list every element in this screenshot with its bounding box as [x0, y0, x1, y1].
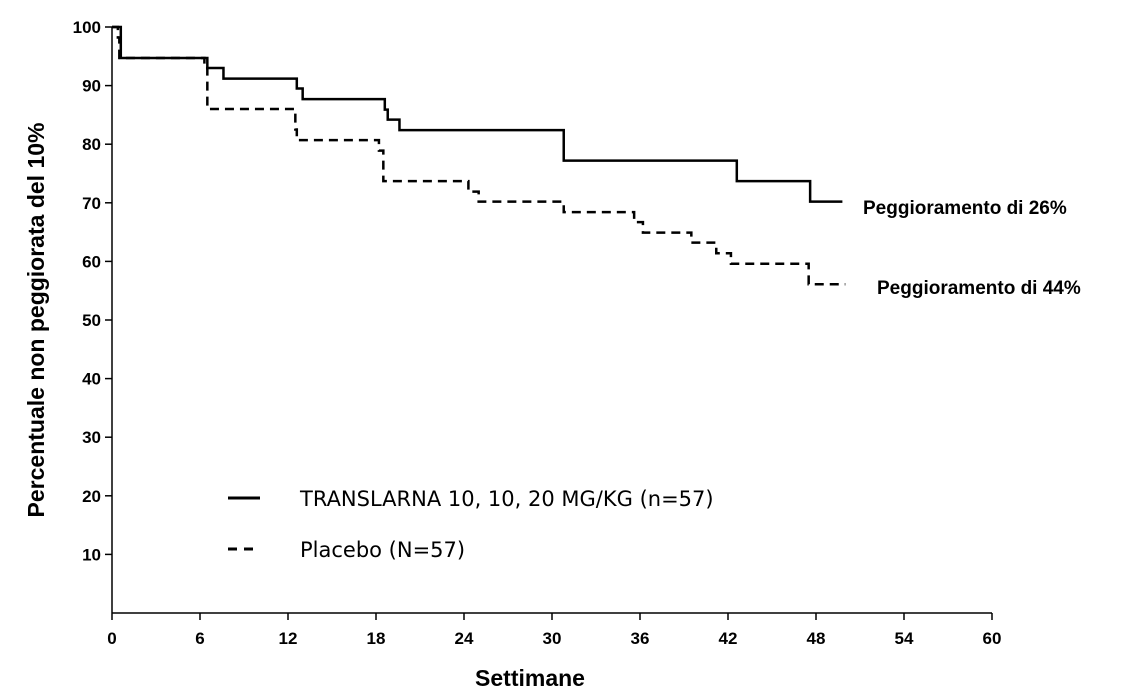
x-tick-label: 30: [543, 629, 562, 648]
legend-item-placebo: Placebo (N=57): [228, 538, 465, 562]
x-tick-label: 60: [983, 629, 1002, 648]
x-axis: 0 6 12 18 24 30 36 42 48 54 60: [107, 612, 1001, 648]
y-tick-label: 40: [82, 370, 101, 389]
x-tick-label: 0: [107, 629, 116, 648]
y-tick-label: 30: [82, 428, 101, 447]
y-tick-label: 10: [82, 545, 101, 564]
legend-label-translarna: TRANSLARNA 10, 10, 20 MG/KG (n=57): [299, 487, 714, 511]
y-tick-label: 100: [73, 18, 101, 37]
y-tick-label: 90: [82, 77, 101, 96]
annotation-translarna: Peggioramento di 26%: [863, 198, 1067, 219]
y-axis-title: Percentuale non peggiorata del 10%: [23, 123, 49, 518]
legend: TRANSLARNA 10, 10, 20 MG/KG (n=57) Place…: [228, 487, 714, 562]
y-tick-label: 60: [82, 252, 101, 271]
x-tick-label: 12: [279, 629, 298, 648]
y-axis: 10 20 30 40 50 60 70 80 90 100: [73, 18, 113, 613]
legend-item-translarna: TRANSLARNA 10, 10, 20 MG/KG (n=57): [228, 487, 714, 511]
series-line-translarna: [112, 25, 843, 203]
y-ticks: 10 20 30 40 50 60 70 80 90 100: [73, 18, 112, 564]
x-tick-label: 6: [195, 629, 204, 648]
x-ticks: 0 6 12 18 24 30 36 42 48 54 60: [107, 613, 1001, 648]
series-layer: [112, 25, 846, 286]
annotation-placebo: Peggioramento di 44%: [877, 278, 1081, 299]
y-tick-label: 70: [82, 194, 101, 213]
y-tick-label: 20: [82, 487, 101, 506]
x-tick-label: 36: [631, 629, 650, 648]
x-tick-label: 18: [367, 629, 386, 648]
legend-label-placebo: Placebo (N=57): [300, 538, 465, 562]
x-axis-title: Settimane: [475, 665, 585, 691]
y-tick-label: 80: [82, 135, 101, 154]
x-tick-label: 42: [719, 629, 738, 648]
x-tick-label: 24: [455, 629, 474, 648]
y-tick-label: 50: [82, 311, 101, 330]
x-tick-label: 54: [895, 629, 914, 648]
series-line-placebo: [112, 25, 846, 286]
x-tick-label: 48: [807, 629, 826, 648]
